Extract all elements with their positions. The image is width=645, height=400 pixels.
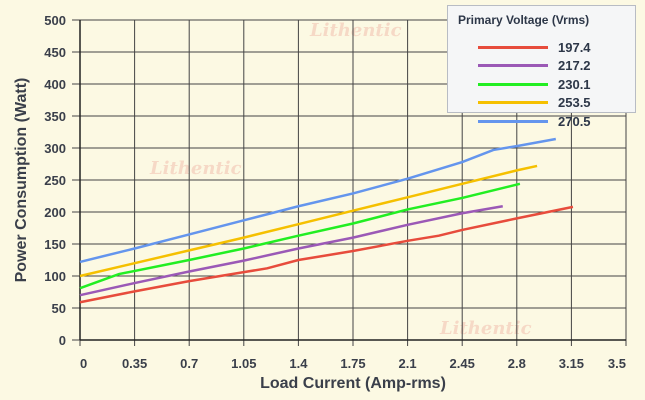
- y-tick-label: 200: [44, 205, 66, 220]
- legend-swatch: [478, 64, 548, 67]
- y-tick-label: 350: [44, 109, 66, 124]
- legend-label: 217.2: [558, 58, 591, 73]
- x-tick-label: 1.4: [289, 356, 308, 371]
- x-tick-label: 1.75: [340, 356, 365, 371]
- legend-label: 230.1: [558, 76, 591, 92]
- legend-item: 217.2: [478, 57, 591, 75]
- y-tick-label: 150: [44, 237, 66, 252]
- legend-label: 197.4: [558, 39, 591, 55]
- series-line-253.5: [79, 164, 538, 278]
- y-tick-label: 300: [44, 141, 66, 156]
- legend: Primary Voltage (Vrms) 197.4 217.2 230.1 25…: [447, 5, 636, 129]
- x-tick-label: 1.05: [231, 356, 256, 371]
- x-tick-label: 3.5: [608, 356, 626, 371]
- legend-item: 197.4: [478, 38, 591, 56]
- legend-swatch: [478, 119, 548, 123]
- legend-label: 270.5: [558, 113, 591, 129]
- series-line-217.2: [79, 205, 503, 297]
- x-tick-label: 0.7: [180, 356, 198, 371]
- x-tick-label: 2.45: [450, 356, 475, 371]
- x-tick-label: 0: [80, 356, 87, 371]
- legend-label: 253.5: [558, 95, 591, 110]
- series-line-230.1: [79, 182, 521, 290]
- x-tick-label: 3.15: [559, 356, 584, 371]
- legend-item: 270.5: [478, 112, 591, 130]
- y-tick-label: 100: [44, 269, 66, 284]
- y-tick-label: 500: [44, 13, 66, 28]
- x-tick-label: 0.35: [122, 356, 147, 371]
- watermark: Lithentic: [440, 318, 532, 339]
- y-tick-label: 0: [59, 333, 66, 348]
- series-line-197.4: [79, 205, 574, 304]
- y-tick-label: 50: [52, 301, 66, 316]
- watermark: Lithentic: [310, 20, 402, 41]
- x-tick-label: 2.1: [399, 356, 417, 371]
- y-tick-label: 250: [44, 173, 66, 188]
- legend-title: Primary Voltage (Vrms): [458, 13, 590, 27]
- y-tick-label: 450: [44, 45, 66, 60]
- legend-item: 253.5: [478, 94, 591, 112]
- x-tick-label: 2.8: [508, 356, 526, 371]
- legend-item: 230.1: [478, 75, 591, 93]
- legend-swatch: [478, 101, 548, 104]
- series-line-270.5: [79, 137, 557, 264]
- legend-swatch: [478, 82, 548, 86]
- legend-swatch: [478, 45, 548, 49]
- watermark: Lithentic: [150, 158, 242, 179]
- y-axis-label: Power Consumption (Watt): [13, 78, 30, 283]
- x-axis-label: Load Current (Amp-rms): [260, 375, 446, 392]
- y-tick-label: 400: [44, 77, 66, 92]
